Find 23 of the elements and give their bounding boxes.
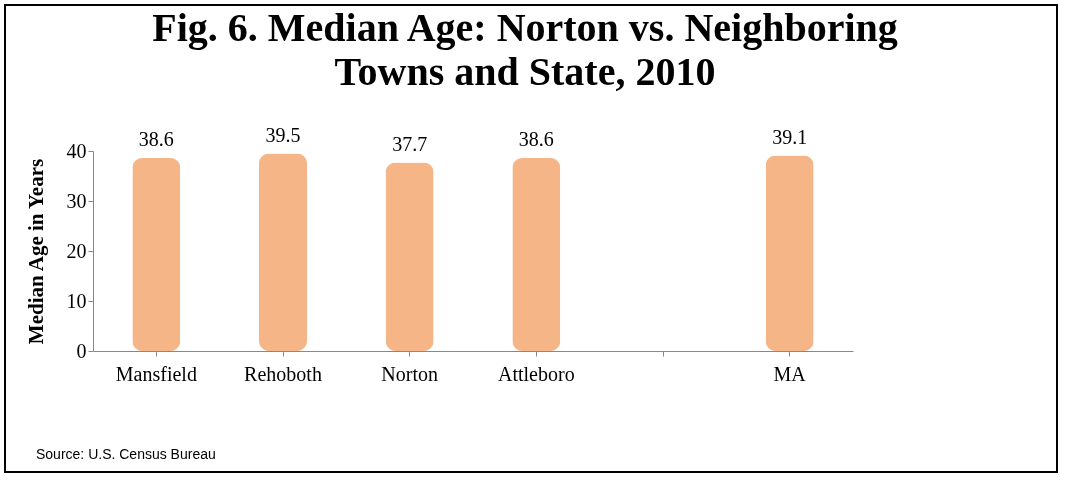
y-tick-label: 10 [66,289,87,312]
data-label: 38.6 [518,128,554,150]
x-tick-label: Rehoboth [244,362,322,385]
bar [765,155,814,351]
data-label: 39.5 [265,123,301,146]
bar [132,158,181,351]
source-note: Source: U.S. Census Bureau [36,446,216,462]
x-tick-label: MA [773,362,807,385]
y-axis-title: Median Age in Years [23,158,48,345]
y-tick-label: 20 [66,239,87,262]
bar [259,153,307,351]
x-tick-label: Attleboro [498,362,575,385]
chart-title: Fig. 6. Median Age: Norton vs. Neighboring Towns and State, 2010 [151,5,899,94]
y-tick-label: 30 [66,189,87,212]
data-label: 38.6 [138,128,174,150]
x-tick-label: Norton [381,362,438,385]
bar [385,162,434,351]
data-label: 39.1 [772,125,808,148]
bar [512,158,561,351]
data-label: 37.7 [392,132,428,155]
x-tick-label: Mansfield [115,362,197,385]
y-tick-label: 0 [76,339,87,362]
y-tick-label: 40 [66,139,87,162]
